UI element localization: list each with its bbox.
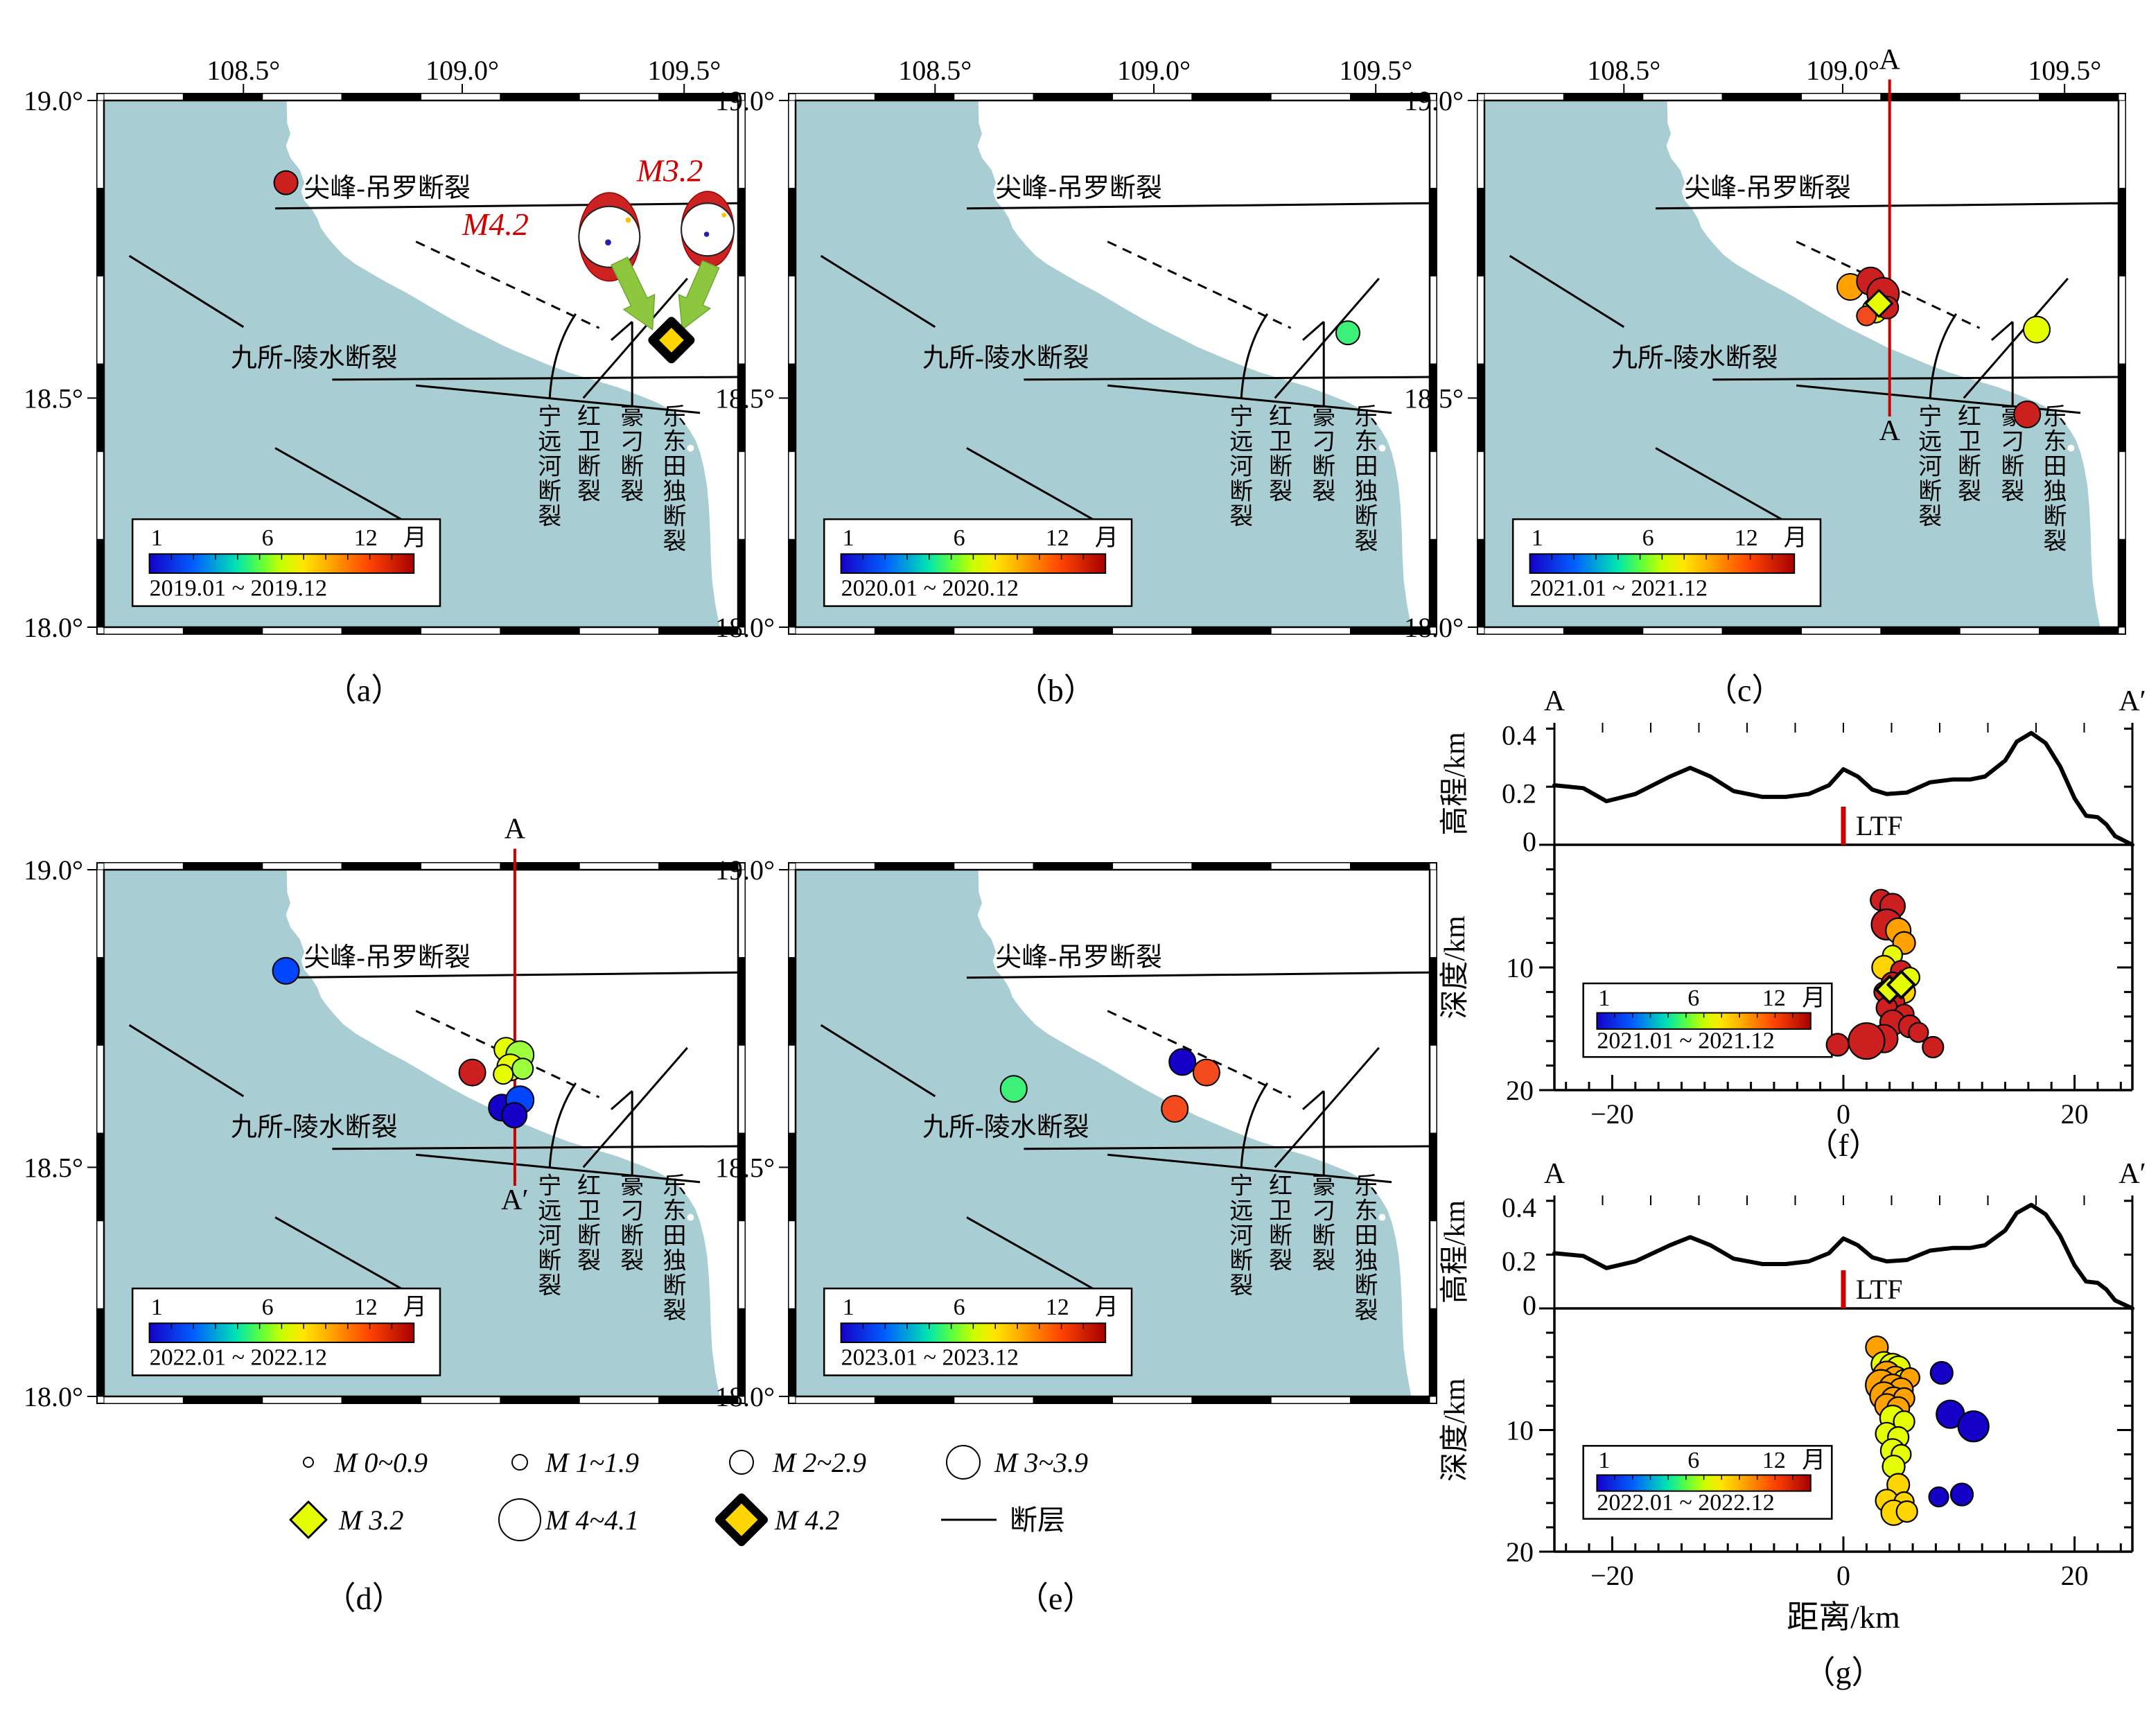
svg-text:0: 0 (1523, 1290, 1536, 1321)
svg-text:月: 月 (1802, 1448, 1825, 1473)
svg-text:12: 12 (1762, 1448, 1786, 1473)
svg-text:深度/km: 深度/km (1439, 1378, 1471, 1482)
svg-text:高程/km: 高程/km (1439, 1200, 1471, 1304)
svg-text:6: 6 (1687, 1448, 1699, 1473)
svg-text:0.2: 0.2 (1502, 1246, 1536, 1277)
svg-text:20: 20 (2061, 1560, 2089, 1591)
svg-text:A: A (1544, 1158, 1565, 1190)
svg-text:20: 20 (1506, 1536, 1534, 1568)
svg-text:A′: A′ (2119, 1158, 2146, 1190)
svg-text:1: 1 (1598, 1448, 1610, 1473)
svg-text:−20: −20 (1590, 1560, 1634, 1591)
svg-text:10: 10 (1506, 1415, 1534, 1446)
svg-text:（g）: （g） (1804, 1655, 1884, 1690)
svg-text:距离/km: 距离/km (1787, 1599, 1900, 1635)
svg-text:2022.01 ~ 2022.12: 2022.01 ~ 2022.12 (1597, 1490, 1774, 1516)
svg-text:0.4: 0.4 (1502, 1192, 1536, 1223)
svg-text:LTF: LTF (1856, 1274, 1902, 1305)
svg-text:0: 0 (1836, 1560, 1850, 1591)
